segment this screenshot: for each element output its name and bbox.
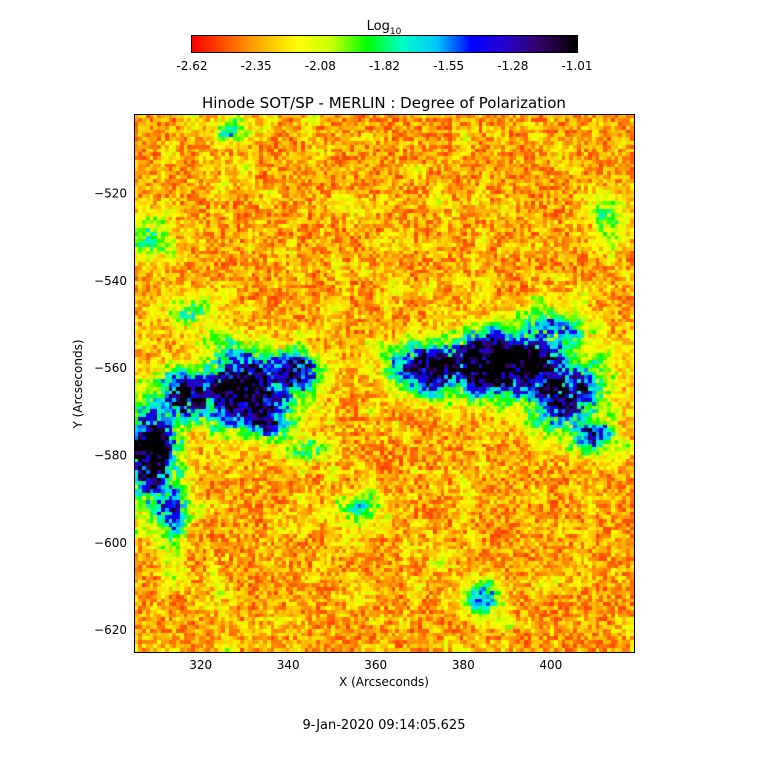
- x-tick-label: 400: [539, 658, 562, 672]
- y-tick-label: −540: [94, 274, 127, 288]
- colorbar-tick-label: -1.01: [561, 59, 592, 73]
- colorbar-label-main: Log: [367, 19, 390, 34]
- colorbar-label-sub: 10: [390, 27, 402, 37]
- colorbar-ticks: -2.62 -2.35 -2.08 -1.82 -1.55 -1.28 -1.01: [176, 47, 593, 73]
- y-tick-label: −520: [94, 187, 127, 201]
- colorbar-frame: [191, 35, 578, 53]
- colorbar-tick-label: -1.28: [497, 59, 528, 73]
- plot-frame: [134, 114, 635, 653]
- colorbar: [192, 36, 577, 52]
- chart-title: Hinode SOT/SP - MERLIN : Degree of Polar…: [202, 94, 566, 112]
- colorbar-tick-label: -2.08: [305, 59, 336, 73]
- colorbar-tick-label: -2.35: [241, 59, 272, 73]
- colorbar-tick-label: -1.82: [369, 59, 400, 73]
- x-tick-label: 380: [452, 658, 475, 672]
- y-tick-label: −580: [94, 449, 127, 463]
- y-tick-label: −620: [94, 623, 127, 637]
- colorbar-label: Log10: [367, 19, 402, 37]
- colorbar-tick-label: -2.62: [176, 59, 207, 73]
- x-tick-label: 360: [364, 658, 387, 672]
- x-axis: 320 340 360 380 400: [134, 115, 617, 672]
- y-tick-label: −600: [94, 536, 127, 550]
- x-axis-label: X (Arcseconds): [339, 675, 429, 689]
- colorbar-tick-label: -1.55: [433, 59, 464, 73]
- y-axis-label: Y (Arcseconds): [71, 339, 85, 429]
- heatmap-image: [135, 115, 634, 652]
- x-tick-label: 340: [277, 658, 300, 672]
- x-tick-label: 320: [189, 658, 212, 672]
- timestamp: 9-Jan-2020 09:14:05.625: [303, 718, 466, 733]
- y-tick-label: −560: [94, 361, 127, 375]
